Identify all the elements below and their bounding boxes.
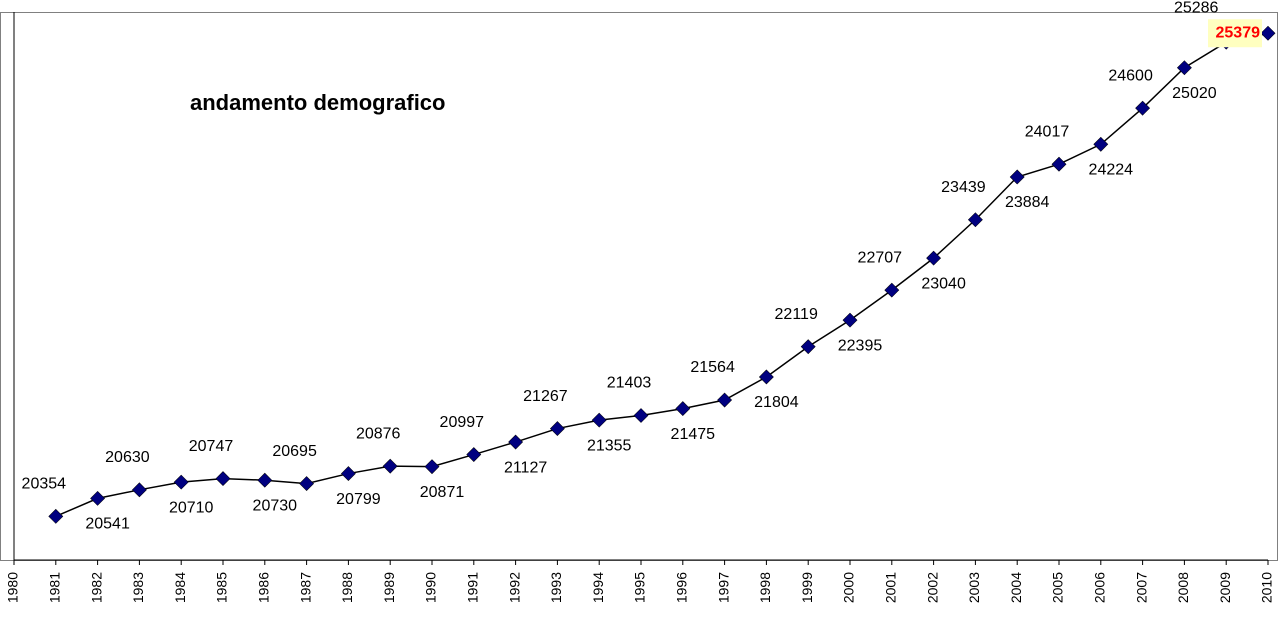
data-label: 25020: [1172, 85, 1217, 102]
x-tick-label: 2009: [1217, 572, 1233, 603]
data-label: 23884: [1005, 194, 1050, 211]
point: [1176, 60, 1192, 76]
point: [675, 401, 691, 417]
point: [1135, 100, 1151, 116]
x-tick-label: 2003: [966, 572, 982, 603]
x-tick-label: 2001: [883, 572, 899, 603]
x-tick-label: 2004: [1008, 572, 1024, 603]
data-label: 20799: [336, 491, 381, 508]
x-tick-label: 1985: [214, 572, 230, 603]
point: [842, 312, 858, 328]
x-tick-label: 1989: [381, 572, 397, 603]
x-tick-label: 1992: [506, 572, 522, 603]
x-tick-label: 1999: [799, 572, 815, 603]
data-label: 21403: [607, 375, 652, 392]
x-tick-label: 1984: [172, 572, 188, 603]
point: [884, 282, 900, 298]
x-tick-label: 1988: [339, 572, 355, 603]
point: [967, 212, 983, 228]
data-label: 20997: [440, 414, 485, 431]
point: [591, 412, 607, 428]
data-label: 24224: [1089, 162, 1134, 179]
data-label: 25286: [1174, 0, 1219, 16]
point: [382, 458, 398, 474]
data-label: 20710: [169, 499, 214, 516]
x-tick-label: 1982: [88, 572, 104, 603]
x-tick-label: 2010: [1259, 572, 1275, 603]
x-tick-label: 1983: [130, 572, 146, 603]
x-tick-label: 1987: [297, 572, 313, 603]
data-label: 20630: [105, 449, 150, 466]
point: [717, 392, 733, 408]
data-label: 20747: [189, 438, 234, 455]
x-tick-label: 1981: [47, 572, 63, 603]
point: [1260, 25, 1276, 41]
point: [508, 434, 524, 450]
x-tick-label: 1993: [548, 572, 564, 603]
data-label: 20876: [356, 425, 401, 442]
data-label: 20730: [253, 497, 298, 514]
data-label: 20541: [85, 516, 130, 533]
chart-title: andamento demografico: [190, 90, 445, 115]
x-tick-label: 1998: [757, 572, 773, 603]
x-tick-label: 2008: [1175, 572, 1191, 603]
data-label: 21475: [671, 426, 716, 443]
x-tick-label: 1980: [5, 572, 21, 603]
point: [1093, 136, 1109, 152]
data-label: 20871: [420, 484, 465, 501]
data-label: 22119: [775, 306, 818, 323]
data-label: 23040: [921, 275, 966, 292]
point: [257, 472, 273, 488]
point: [926, 250, 942, 266]
data-label: 21804: [754, 394, 799, 411]
x-tick-label: 2005: [1050, 572, 1066, 603]
x-tick-label: 1995: [632, 572, 648, 603]
x-tick-label: 1997: [715, 572, 731, 603]
data-label: 23439: [941, 179, 986, 196]
label-highlight: [1208, 19, 1262, 48]
point: [800, 339, 816, 355]
x-tick-label: 2002: [924, 572, 940, 603]
x-tick-label: 1991: [465, 572, 481, 603]
point: [299, 476, 315, 491]
data-label: 21564: [690, 359, 735, 376]
point: [466, 447, 482, 462]
x-tick-label: 2006: [1092, 572, 1108, 603]
data-label: 24600: [1108, 67, 1153, 84]
data-label: 21267: [523, 388, 568, 405]
point: [549, 421, 565, 437]
point: [1051, 156, 1067, 172]
point: [173, 474, 189, 490]
point: [48, 508, 64, 524]
x-tick-label: 1990: [423, 572, 439, 603]
data-label: 22707: [858, 249, 903, 266]
x-tick-label: 2000: [841, 572, 857, 603]
x-tick-label: 1986: [256, 572, 272, 603]
data-label: 21355: [587, 437, 632, 454]
x-tick-label: 2007: [1133, 572, 1149, 603]
point: [1009, 169, 1025, 185]
point: [215, 471, 231, 486]
data-label: 20354: [22, 476, 67, 493]
point: [424, 459, 440, 475]
point: [758, 369, 774, 385]
data-label: 24017: [1025, 123, 1070, 140]
point: [633, 408, 649, 423]
point: [90, 490, 106, 506]
x-tick-label: 1994: [590, 572, 606, 603]
data-label: 22395: [838, 337, 883, 354]
x-tick-label: 1996: [674, 572, 690, 603]
data-label: 21127: [504, 459, 547, 476]
data-label: 20695: [272, 443, 317, 460]
data-label: 25379: [1216, 24, 1261, 41]
point: [340, 466, 356, 481]
point: [131, 482, 147, 498]
